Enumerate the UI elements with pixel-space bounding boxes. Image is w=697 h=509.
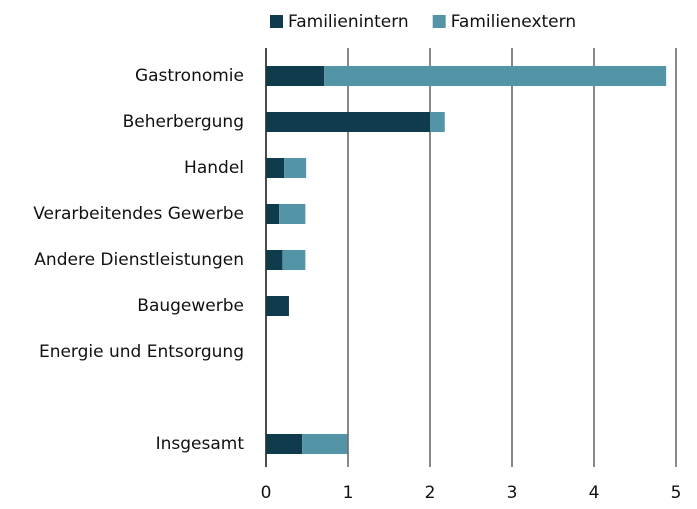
x-tick-label: 0 bbox=[261, 483, 272, 503]
bar-segment bbox=[279, 204, 306, 224]
bar-segment bbox=[266, 250, 283, 270]
x-tick-label: 5 bbox=[671, 483, 682, 503]
y-tick-label: Gastronomie bbox=[135, 66, 244, 86]
y-tick-label: Verarbeitendes Gewerbe bbox=[33, 204, 244, 224]
bar-segment bbox=[324, 66, 667, 86]
bar-segment bbox=[266, 112, 430, 132]
y-tick-label: Beherbergung bbox=[123, 112, 244, 132]
bar-segment bbox=[430, 112, 445, 132]
bar-segment bbox=[266, 158, 285, 178]
y-tick-label: Insgesamt bbox=[156, 434, 245, 454]
bar-segment bbox=[284, 158, 307, 178]
x-tick-label: 3 bbox=[507, 483, 518, 503]
legend-label: Familienextern bbox=[451, 12, 576, 32]
bar-segment bbox=[266, 296, 289, 316]
bar-segment bbox=[302, 434, 348, 454]
legend-swatch bbox=[432, 15, 446, 28]
legend-label: Familienintern bbox=[288, 12, 409, 32]
bar-segment bbox=[266, 204, 280, 224]
x-tick-label: 1 bbox=[343, 483, 354, 503]
x-tick-label: 4 bbox=[589, 483, 600, 503]
y-tick-label: Baugewerbe bbox=[137, 296, 244, 316]
bar-segment bbox=[282, 250, 306, 270]
y-tick-label: Handel bbox=[184, 158, 244, 178]
bar-segment bbox=[266, 66, 325, 86]
y-tick-label: Andere Dienstleistungen bbox=[34, 250, 244, 270]
y-tick-label: Energie und Entsorgung bbox=[39, 342, 244, 362]
bar-segment bbox=[266, 434, 303, 454]
legend-swatch bbox=[270, 15, 283, 28]
x-tick-label: 2 bbox=[425, 483, 436, 503]
